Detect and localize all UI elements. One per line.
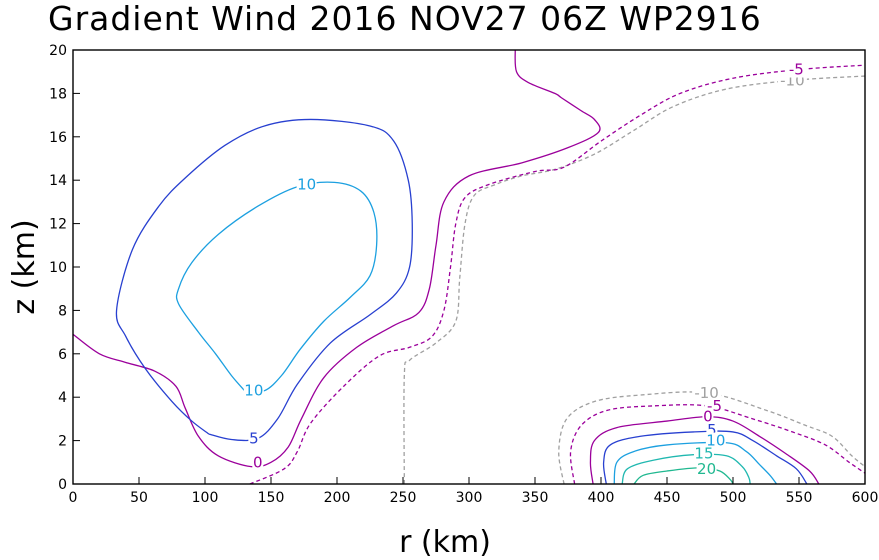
contour-line-5 bbox=[115, 118, 413, 442]
contour-line-neg10 bbox=[403, 75, 865, 484]
contour-label-background bbox=[693, 445, 714, 462]
contour-label: 0 bbox=[703, 408, 713, 426]
y-tick-label: 6 bbox=[58, 347, 67, 363]
x-tick-label: 450 bbox=[654, 490, 681, 506]
y-axis-label: z (km) bbox=[7, 219, 42, 314]
contour-label-background bbox=[706, 421, 718, 438]
plot-frame bbox=[72, 49, 866, 485]
contour-label: 15 bbox=[694, 445, 713, 463]
x-tick-label: 100 bbox=[192, 490, 219, 506]
contour-label-background bbox=[296, 176, 317, 193]
contour-label: -10 bbox=[694, 384, 719, 402]
x-tick-label: 0 bbox=[69, 490, 78, 506]
contour-label-background bbox=[252, 454, 264, 471]
contour-label-background bbox=[248, 430, 260, 447]
axis-ticks: 0 50 100 150 200 250 300 350 400 450 500 550 6000246… bbox=[49, 43, 878, 506]
contour-layer bbox=[73, 50, 865, 484]
x-tick-label: 250 bbox=[390, 490, 417, 506]
contour-label: 10 bbox=[244, 382, 263, 400]
x-tick-label: 550 bbox=[786, 490, 813, 506]
y-tick-label: 8 bbox=[58, 303, 67, 319]
y-tick-label: 12 bbox=[49, 217, 67, 233]
x-tick-label: 200 bbox=[324, 490, 351, 506]
contour-label-background bbox=[702, 408, 714, 425]
x-tick-label: 50 bbox=[130, 490, 148, 506]
contour-label-background bbox=[786, 61, 807, 78]
x-tick-label: 350 bbox=[522, 490, 549, 506]
contour-label: 5 bbox=[249, 429, 259, 447]
x-tick-label: 600 bbox=[852, 490, 879, 506]
contour-label-background bbox=[243, 382, 264, 399]
contour-label-background bbox=[696, 460, 717, 477]
contour-label: 5 bbox=[707, 421, 717, 439]
y-tick-label: 14 bbox=[49, 173, 67, 189]
contour-line-neg5 bbox=[249, 64, 865, 484]
contour-line-10 bbox=[175, 181, 378, 393]
contour-label: -5 bbox=[789, 61, 804, 79]
y-tick-label: 20 bbox=[49, 43, 67, 59]
contour-label: 10 bbox=[706, 432, 725, 450]
y-tick-label: 16 bbox=[49, 130, 67, 146]
contour-label: 0 bbox=[253, 453, 263, 471]
contour-line-10 bbox=[613, 441, 778, 484]
y-tick-label: 0 bbox=[58, 477, 67, 493]
contour-line-20 bbox=[633, 467, 734, 484]
chart-title: Gradient Wind 2016 NOV27 06Z WP2916 bbox=[48, 0, 762, 38]
y-tick-label: 4 bbox=[58, 390, 67, 406]
x-tick-label: 150 bbox=[258, 490, 285, 506]
contour-line-0 bbox=[73, 50, 601, 468]
contour-label-background bbox=[705, 432, 726, 449]
y-tick-label: 2 bbox=[58, 434, 67, 450]
y-tick-label: 10 bbox=[49, 260, 67, 276]
contour-label-background bbox=[692, 384, 722, 401]
x-tick-label: 500 bbox=[720, 490, 747, 506]
contour-label: 20 bbox=[697, 460, 716, 478]
x-tick-label: 400 bbox=[588, 490, 615, 506]
contour-label: 10 bbox=[297, 176, 316, 194]
y-tick-label: 18 bbox=[49, 86, 67, 102]
x-axis-label: r (km) bbox=[399, 525, 491, 560]
x-tick-label: 300 bbox=[456, 490, 483, 506]
